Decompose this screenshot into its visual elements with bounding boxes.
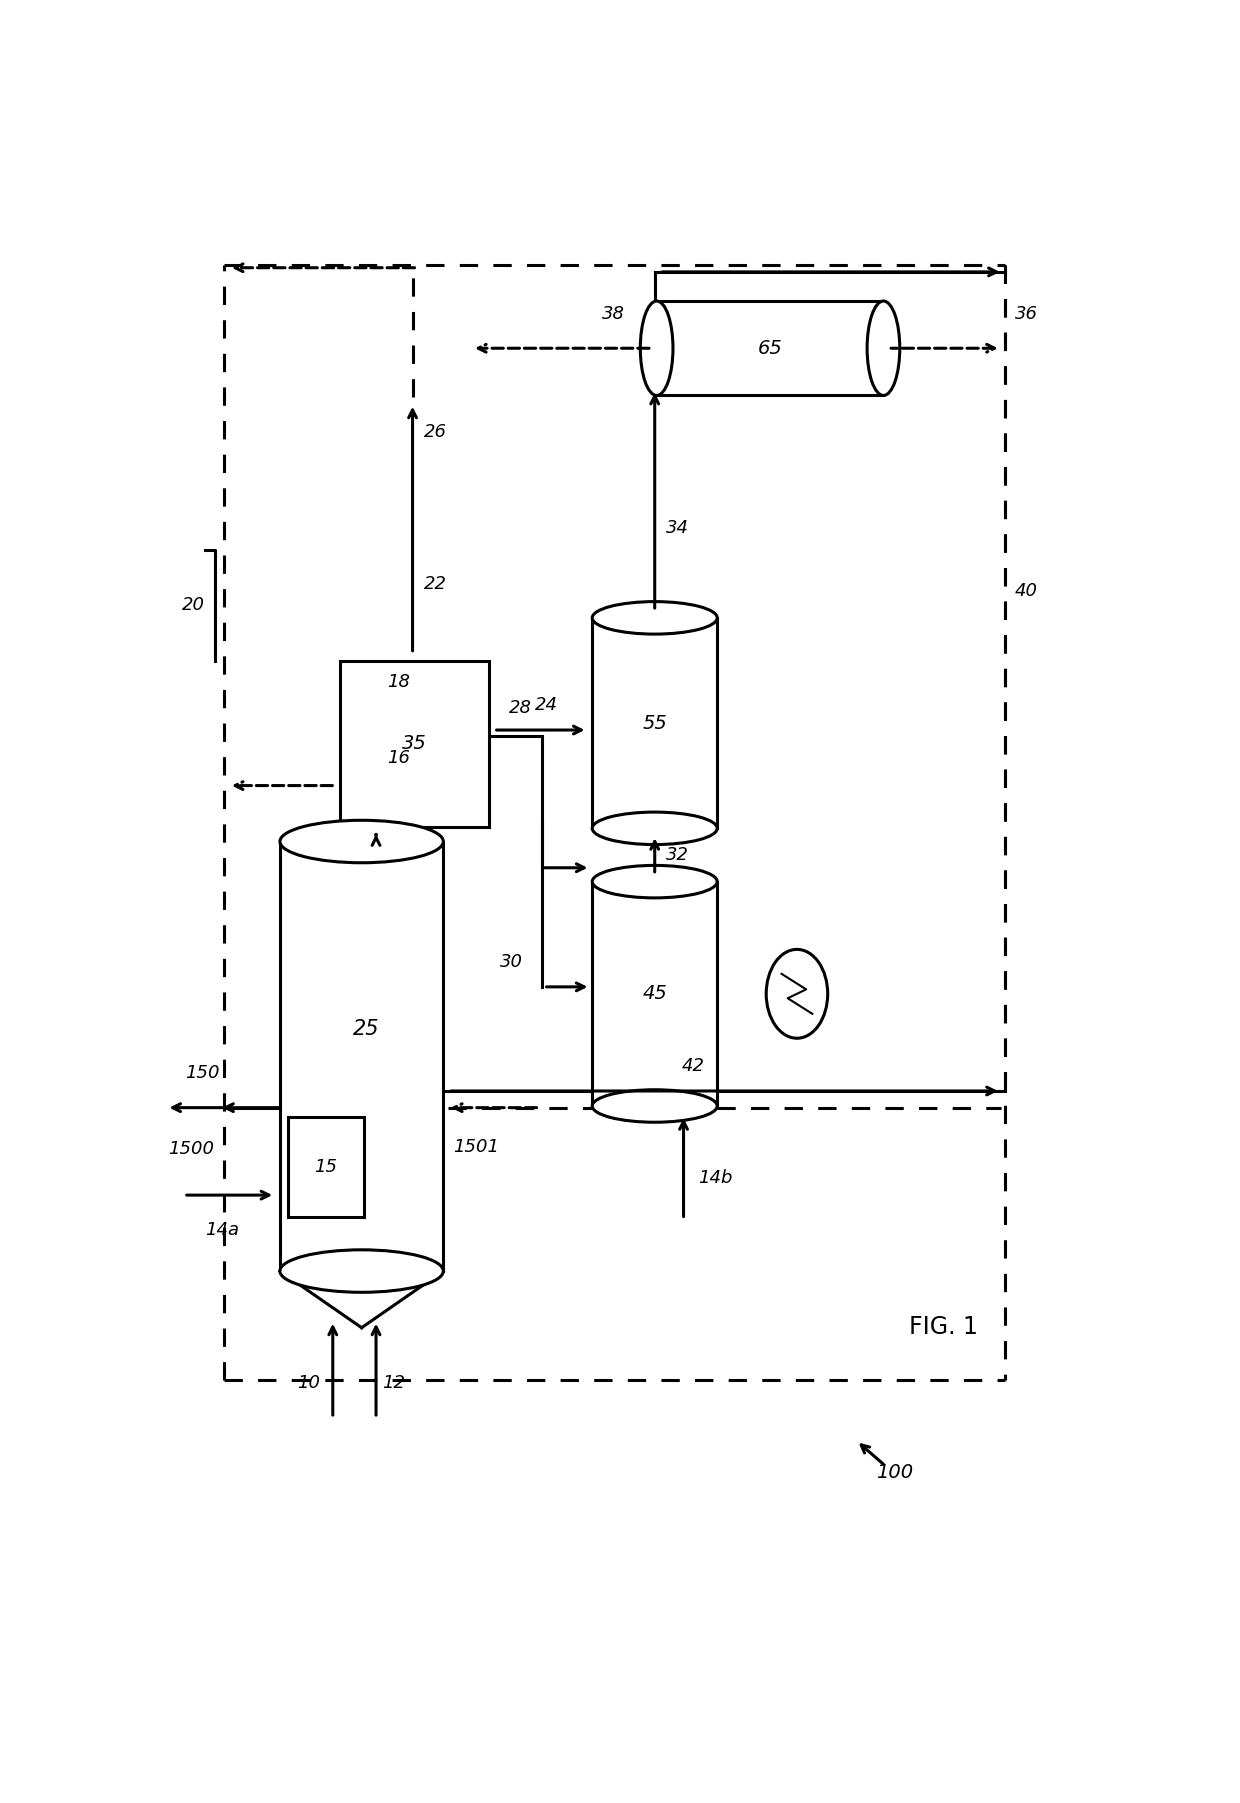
Text: 15: 15 <box>315 1158 337 1176</box>
Text: 1500: 1500 <box>169 1139 215 1158</box>
Text: 14b: 14b <box>698 1168 733 1186</box>
Text: FIG. 1: FIG. 1 <box>909 1314 977 1340</box>
Text: 12: 12 <box>382 1374 404 1392</box>
Text: 38: 38 <box>601 305 625 323</box>
Text: 35: 35 <box>402 734 427 754</box>
Text: 55: 55 <box>642 714 667 732</box>
Ellipse shape <box>593 811 717 844</box>
Text: 30: 30 <box>500 952 522 970</box>
Ellipse shape <box>280 1249 444 1293</box>
Ellipse shape <box>593 602 717 635</box>
Bar <box>280 842 444 1271</box>
Bar <box>657 301 883 395</box>
Ellipse shape <box>867 301 900 395</box>
Text: 22: 22 <box>424 575 448 593</box>
Text: 45: 45 <box>642 984 667 1002</box>
Text: 1501: 1501 <box>453 1138 498 1156</box>
Text: 25: 25 <box>353 1019 379 1039</box>
Text: 20: 20 <box>182 597 205 615</box>
Text: 10: 10 <box>298 1374 320 1392</box>
Text: 42: 42 <box>682 1057 704 1075</box>
Ellipse shape <box>593 865 717 898</box>
Text: 24: 24 <box>536 696 558 714</box>
Bar <box>593 882 717 1105</box>
Ellipse shape <box>640 301 673 395</box>
Text: 28: 28 <box>510 700 532 718</box>
Text: 100: 100 <box>877 1464 914 1482</box>
Text: 26: 26 <box>424 422 448 440</box>
Text: 34: 34 <box>666 519 689 537</box>
Ellipse shape <box>280 820 444 864</box>
Text: 40: 40 <box>1016 582 1038 600</box>
Text: 32: 32 <box>666 846 689 864</box>
Text: 36: 36 <box>1016 305 1038 323</box>
Text: 150: 150 <box>185 1064 219 1082</box>
Text: 65: 65 <box>758 339 782 357</box>
Ellipse shape <box>593 1089 717 1121</box>
Bar <box>593 618 717 828</box>
Text: 16: 16 <box>388 750 410 768</box>
Bar <box>340 660 489 828</box>
Bar <box>288 1118 365 1217</box>
Text: 18: 18 <box>388 673 410 691</box>
Circle shape <box>766 950 828 1039</box>
Text: 14a: 14a <box>206 1221 239 1239</box>
